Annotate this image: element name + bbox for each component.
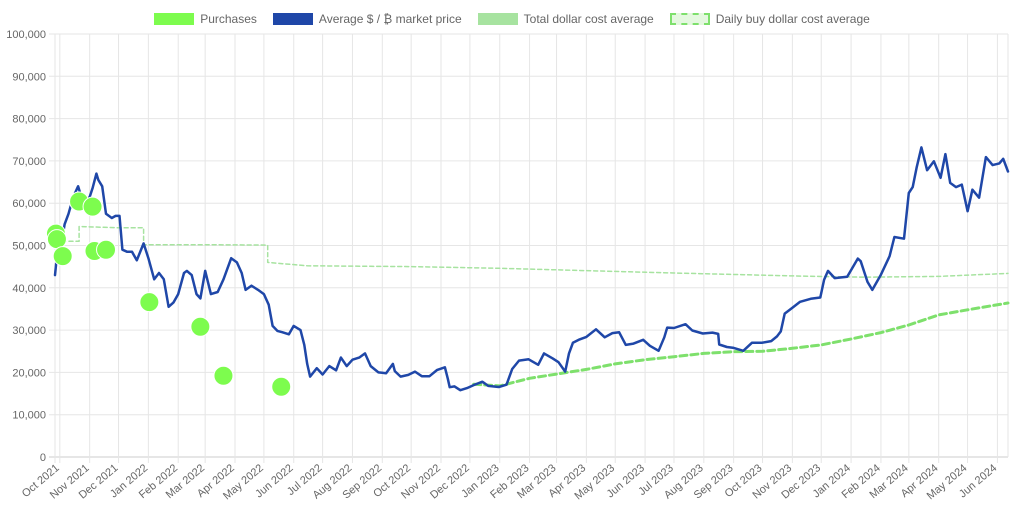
series-lines	[53, 146, 1010, 392]
legend-swatch-purchases	[154, 13, 195, 25]
legend-swatch-total-dca	[477, 13, 518, 25]
series-line-1	[53, 146, 1010, 392]
purchase-point[interactable]	[271, 376, 292, 397]
legend-label-purchases: Purchases	[200, 12, 257, 26]
series-line-3	[472, 301, 1010, 388]
y-tick-label: 40,000	[12, 283, 46, 295]
purchase-point[interactable]	[82, 196, 103, 217]
y-tick-label: 60,000	[12, 198, 46, 210]
y-tick-label: 90,000	[12, 71, 46, 83]
purchase-point[interactable]	[52, 246, 73, 267]
legend: Purchases Average $ / ₿ market price Tot…	[0, 9, 1024, 29]
y-tick-label: 20,000	[12, 367, 46, 379]
purchase-point[interactable]	[46, 229, 67, 250]
y-tick-label: 30,000	[12, 325, 46, 337]
legend-item-total-dca[interactable]: Total dollar cost average	[477, 12, 654, 26]
legend-swatch-daily-dca	[669, 13, 710, 25]
legend-item-market-price[interactable]: Average $ / ₿ market price	[272, 12, 462, 26]
purchase-point[interactable]	[96, 239, 117, 260]
series-line-2	[54, 225, 1009, 278]
purchase-point[interactable]	[213, 365, 234, 386]
y-tick-label: 70,000	[12, 156, 46, 168]
grid-lines	[49, 33, 1009, 463]
legend-label-market-price: Average $ / ₿ market price	[318, 12, 462, 26]
y-tick-label: 10,000	[12, 410, 46, 422]
legend-swatch-market-price	[272, 13, 313, 25]
purchase-point[interactable]	[190, 316, 211, 337]
legend-item-purchases[interactable]: Purchases	[154, 12, 257, 26]
y-tick-label: 50,000	[12, 241, 46, 253]
y-tick-label: 80,000	[12, 114, 46, 126]
purchase-points	[45, 191, 292, 397]
legend-label-total-dca: Total dollar cost average	[523, 12, 654, 26]
y-axis: 0 10,000 20,000 30,000 40,000 50,000 60,000 70,…	[6, 29, 46, 464]
y-tick-label: 100,000	[6, 29, 46, 41]
y-tick-label: 0	[40, 452, 46, 464]
legend-item-daily-dca[interactable]: Daily buy dollar cost average	[669, 12, 870, 26]
purchase-point[interactable]	[139, 292, 160, 313]
legend-label-daily-dca: Daily buy dollar cost average	[715, 12, 870, 26]
